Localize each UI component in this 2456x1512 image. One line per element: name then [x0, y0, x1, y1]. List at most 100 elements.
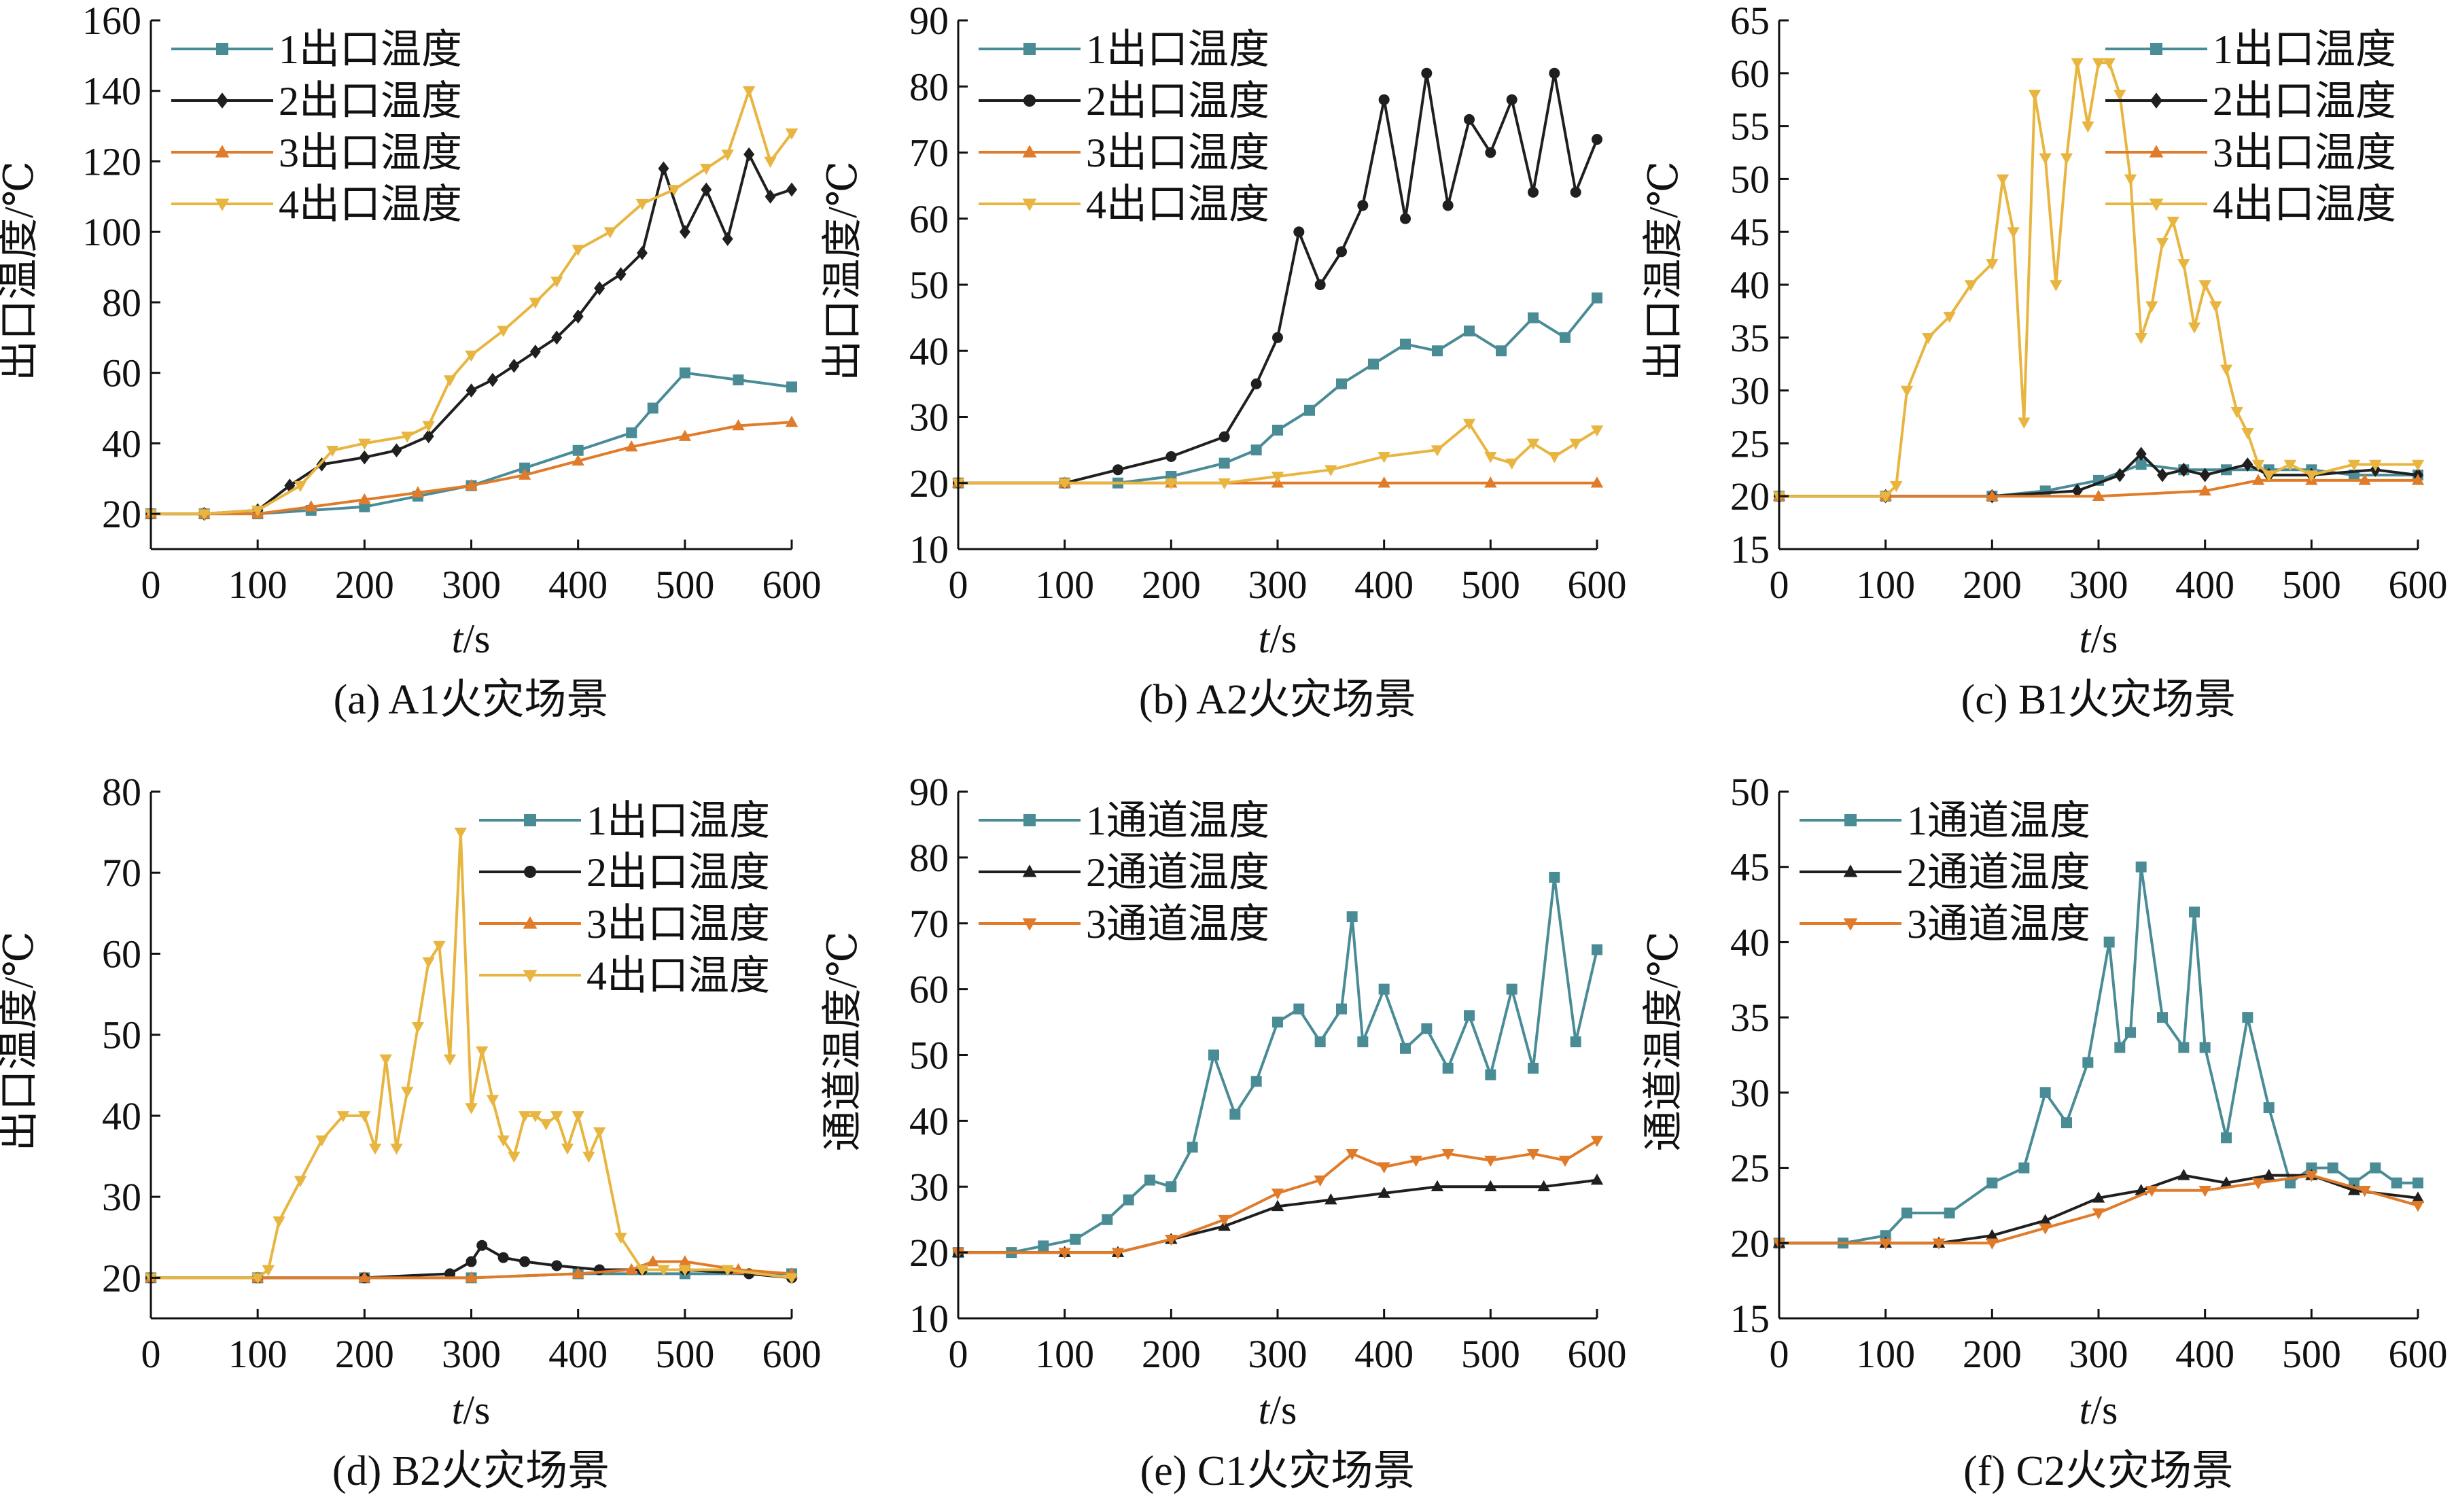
data-point-marker: [2305, 470, 2318, 482]
data-point-marker: [433, 940, 446, 953]
data-point-marker: [1112, 464, 1123, 476]
data-point-marker: [1569, 438, 1582, 450]
y-tick-label: 55: [1730, 105, 1770, 149]
legend-item-3: 3通道温度: [1800, 902, 2090, 947]
data-point-marker: [1560, 332, 1571, 343]
data-point-marker: [550, 277, 563, 288]
y-tick-label: 35: [1730, 316, 1770, 360]
data-point-marker: [294, 1176, 307, 1187]
legend-label: 2通道温度: [1086, 850, 1269, 895]
chart-caption: (b) A2火灾场景: [1139, 677, 1416, 723]
data-point-marker: [1548, 452, 1561, 463]
data-point-marker: [1208, 1049, 1219, 1061]
data-point-marker: [615, 267, 627, 281]
legend-item-2: 2通道温度: [979, 850, 1269, 895]
data-point-marker: [2251, 1178, 2265, 1190]
data-point-marker: [1250, 378, 1262, 389]
data-point-marker: [1070, 1233, 1081, 1245]
data-point-marker: [368, 1143, 382, 1155]
data-point-marker: [2050, 280, 2063, 292]
data-point-marker: [1570, 186, 1581, 198]
y-axis-title: 通道温度/℃: [1641, 932, 1686, 1152]
data-point-marker: [1526, 438, 1540, 450]
x-tick-label: 100: [1035, 563, 1094, 607]
data-point-marker: [1880, 1230, 1891, 1242]
data-point-marker: [742, 86, 756, 98]
data-point-marker: [1506, 94, 1518, 105]
y-tick-label: 65: [1730, 0, 1770, 43]
x-tick-label: 300: [2069, 1332, 2128, 1376]
data-point-marker: [2327, 1162, 2338, 1174]
legend-item-3: 3出口温度: [171, 130, 462, 175]
data-point-marker: [1165, 478, 1178, 490]
data-point-marker: [215, 145, 230, 158]
x-tick-label: 400: [548, 1332, 608, 1376]
data-point-marker: [1421, 67, 1433, 79]
data-point-marker: [678, 429, 692, 441]
data-point-marker: [1462, 419, 1476, 430]
y-tick-label: 15: [1730, 527, 1770, 572]
data-point-marker: [1986, 489, 1999, 501]
x-axis-title: t/s: [1259, 616, 1297, 661]
data-point-marker: [2198, 280, 2211, 292]
legend-label: 3出口温度: [2213, 130, 2396, 175]
data-point-marker: [2263, 1102, 2275, 1113]
y-tick-label: 40: [909, 1099, 949, 1143]
data-point-marker: [1325, 465, 1337, 476]
legend-item-4: 4出口温度: [171, 182, 462, 227]
data-point-marker: [2150, 92, 2162, 109]
data-point-marker: [2028, 90, 2041, 101]
y-tick-label: 45: [1730, 845, 1770, 890]
series-3: [951, 1136, 1604, 1259]
series-group: [144, 86, 799, 521]
data-point-marker: [786, 381, 797, 393]
x-tick-label: 500: [2282, 563, 2341, 607]
y-tick-label: 30: [102, 1175, 141, 1219]
legend-item-1: 1出口温度: [2105, 27, 2396, 72]
data-point-marker: [411, 486, 425, 497]
legend-item-3: 3出口温度: [979, 130, 1269, 175]
y-tick-label: 45: [1730, 210, 1770, 254]
x-tick-label: 300: [442, 563, 501, 607]
data-point-marker: [636, 245, 648, 260]
x-tick-label: 200: [335, 563, 394, 607]
legend-item-2: 2出口温度: [171, 79, 462, 124]
data-point-marker: [721, 1265, 734, 1277]
x-tick-label: 600: [762, 1332, 822, 1376]
data-point-marker: [465, 1103, 478, 1114]
data-point-marker: [198, 509, 211, 521]
data-point-marker: [1272, 1017, 1283, 1028]
x-tick-label: 600: [2389, 563, 2448, 607]
x-tick-label: 300: [442, 1332, 501, 1376]
x-axis-title-unit: /s: [463, 616, 490, 661]
series-1: [953, 292, 1602, 489]
data-point-marker: [1996, 174, 2010, 186]
data-point-marker: [1023, 94, 1036, 107]
data-point-marker: [358, 493, 371, 505]
data-point-marker: [625, 1263, 638, 1275]
y-tick-label: 20: [909, 1231, 949, 1275]
data-point-marker: [572, 245, 584, 256]
data-point-marker: [786, 182, 797, 197]
series-line: [151, 89, 793, 516]
legend: 1出口温度 2出口温度 3出口温度 4出口温度: [479, 798, 770, 998]
legend-label: 4出口温度: [1086, 182, 1269, 227]
data-point-marker: [1549, 67, 1560, 79]
legend-label: 3出口温度: [279, 130, 462, 175]
data-point-marker: [359, 450, 370, 465]
data-point-marker: [1111, 1248, 1125, 1259]
data-point-marker: [519, 462, 531, 474]
legend-label: 4出口温度: [279, 182, 462, 227]
data-point-marker: [721, 150, 734, 161]
x-tick-label: 100: [1856, 563, 1915, 607]
y-tick-label: 40: [1730, 263, 1770, 307]
data-point-marker: [2305, 1170, 2318, 1182]
data-point-marker: [1218, 478, 1231, 490]
series-line: [958, 71, 1598, 485]
data-point-marker: [2135, 459, 2147, 470]
data-point-marker: [1879, 1238, 1892, 1250]
data-point-marker: [1378, 94, 1390, 105]
y-tick-label: 120: [82, 139, 141, 183]
data-point-marker: [1325, 1193, 1337, 1205]
